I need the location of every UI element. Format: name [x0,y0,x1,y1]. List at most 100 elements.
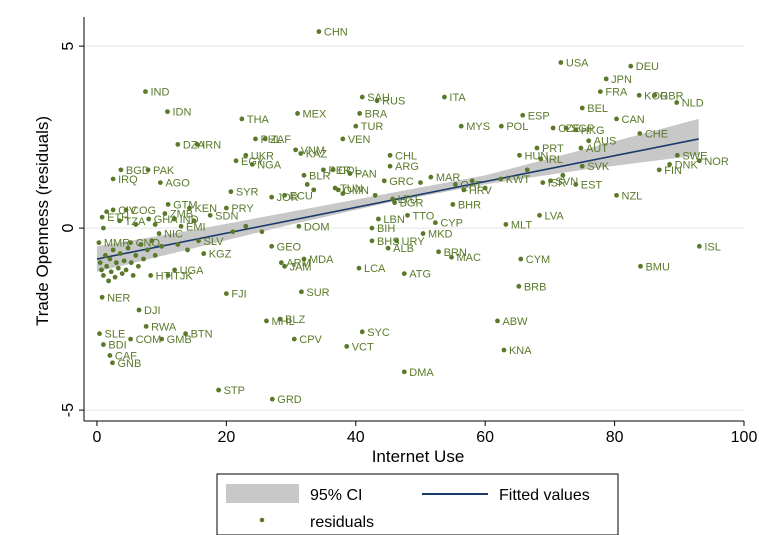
data-point-69 [269,194,275,200]
data-point-155 [128,260,134,266]
point-label-130: KNA [509,345,532,357]
data-point-72 [390,196,396,202]
point-label-29: DZA [183,139,206,151]
x-tick-label-5: 100 [731,429,758,446]
point-label-81: ETH [107,212,129,224]
data-point-137 [269,396,275,402]
data-point-60 [461,187,467,193]
x-tick-label-3: 60 [476,429,494,446]
data-point-162 [149,238,155,244]
point-label-16: TUR [361,121,384,133]
point-label-24: HKG [581,125,605,137]
point-label-49: SVN [556,176,579,188]
data-point-9 [165,109,170,115]
point-label-75: PRY [231,203,254,215]
data-point-88 [432,220,438,226]
data-point-154 [125,245,131,251]
data-point-171 [191,218,197,224]
data-point-22 [550,125,556,131]
data-point-47 [579,163,585,169]
point-label-123: GMB [167,334,192,346]
point-label-46: FIN [664,165,682,177]
data-point-28 [262,136,268,142]
data-point-97 [449,254,454,260]
y-axis-label: Trade Openness (residuals) [33,116,52,326]
data-point-40 [538,156,544,162]
data-point-152 [121,258,127,264]
data-point-151 [119,271,125,276]
data-point-38 [387,163,393,169]
data-point-49 [548,178,553,184]
data-point-54 [347,171,353,176]
point-label-137: GRD [277,394,302,406]
point-label-20: MYS [466,121,490,133]
point-label-129: ABW [502,316,528,328]
point-label-12: ITA [449,92,466,104]
point-label-15: THA [247,114,270,126]
data-point-63 [118,167,124,173]
point-label-86: TTO [413,210,435,222]
point-label-30: IRN [202,139,221,151]
point-label-71: OMN [343,185,369,197]
legend-ci-swatch [226,484,299,503]
data-point-50 [573,182,579,187]
data-point-173 [243,223,249,229]
data-point-164 [159,243,165,249]
data-point-125 [277,316,283,322]
point-label-78: KEN [194,203,217,215]
data-point-71 [335,187,341,193]
point-label-131: DMA [409,367,434,379]
point-label-110: MDA [309,254,334,266]
data-point-10 [359,94,365,100]
data-point-111 [278,260,284,266]
data-point-65 [110,176,116,182]
data-point-43 [674,152,680,158]
data-point-102 [401,271,407,276]
point-label-26: AUS [594,136,617,148]
point-label-111: ARM [286,258,310,270]
data-point-96 [436,249,441,255]
data-point-14 [295,111,300,116]
data-point-128 [344,343,350,349]
data-point-59 [498,176,504,182]
point-label-92: MKD [428,229,453,241]
data-point-93 [369,238,375,244]
point-label-43: SWE [682,150,707,162]
data-point-181 [524,167,530,173]
data-point-82 [117,218,122,224]
data-point-53 [321,167,326,173]
point-label-7: NLD [682,98,704,110]
point-label-76: CIV [118,205,137,217]
data-point-146 [110,247,116,253]
data-point-2 [628,63,634,69]
data-point-77 [123,207,129,213]
point-label-25: CHE [645,128,668,140]
data-point-74 [165,202,171,207]
data-point-110 [301,256,307,262]
data-point-41 [534,145,540,151]
data-point-20 [458,123,464,129]
data-point-172 [230,229,236,235]
point-label-56: GRC [389,176,414,188]
point-label-62: LVA [545,210,565,222]
point-label-67: SYR [236,187,259,199]
data-point-78 [187,205,192,211]
data-point-153 [123,267,129,273]
point-label-70: TUN [340,183,363,195]
axes [83,17,744,422]
data-point-18 [579,105,585,111]
legend: 95% CI Fitted values residuals [216,473,619,535]
data-point-107 [196,238,201,244]
y-tick-label-0: -5 [60,403,77,417]
data-point-48 [540,180,546,186]
data-point-98 [518,256,524,262]
point-label-48: ISR [548,178,566,190]
data-point-175 [311,187,317,193]
data-point-156 [130,273,136,278]
data-point-33 [298,151,304,156]
point-label-99: BMU [645,261,670,273]
data-point-106 [128,240,133,246]
data-point-169 [133,222,139,227]
data-point-126 [291,336,297,342]
data-point-55 [301,172,307,178]
